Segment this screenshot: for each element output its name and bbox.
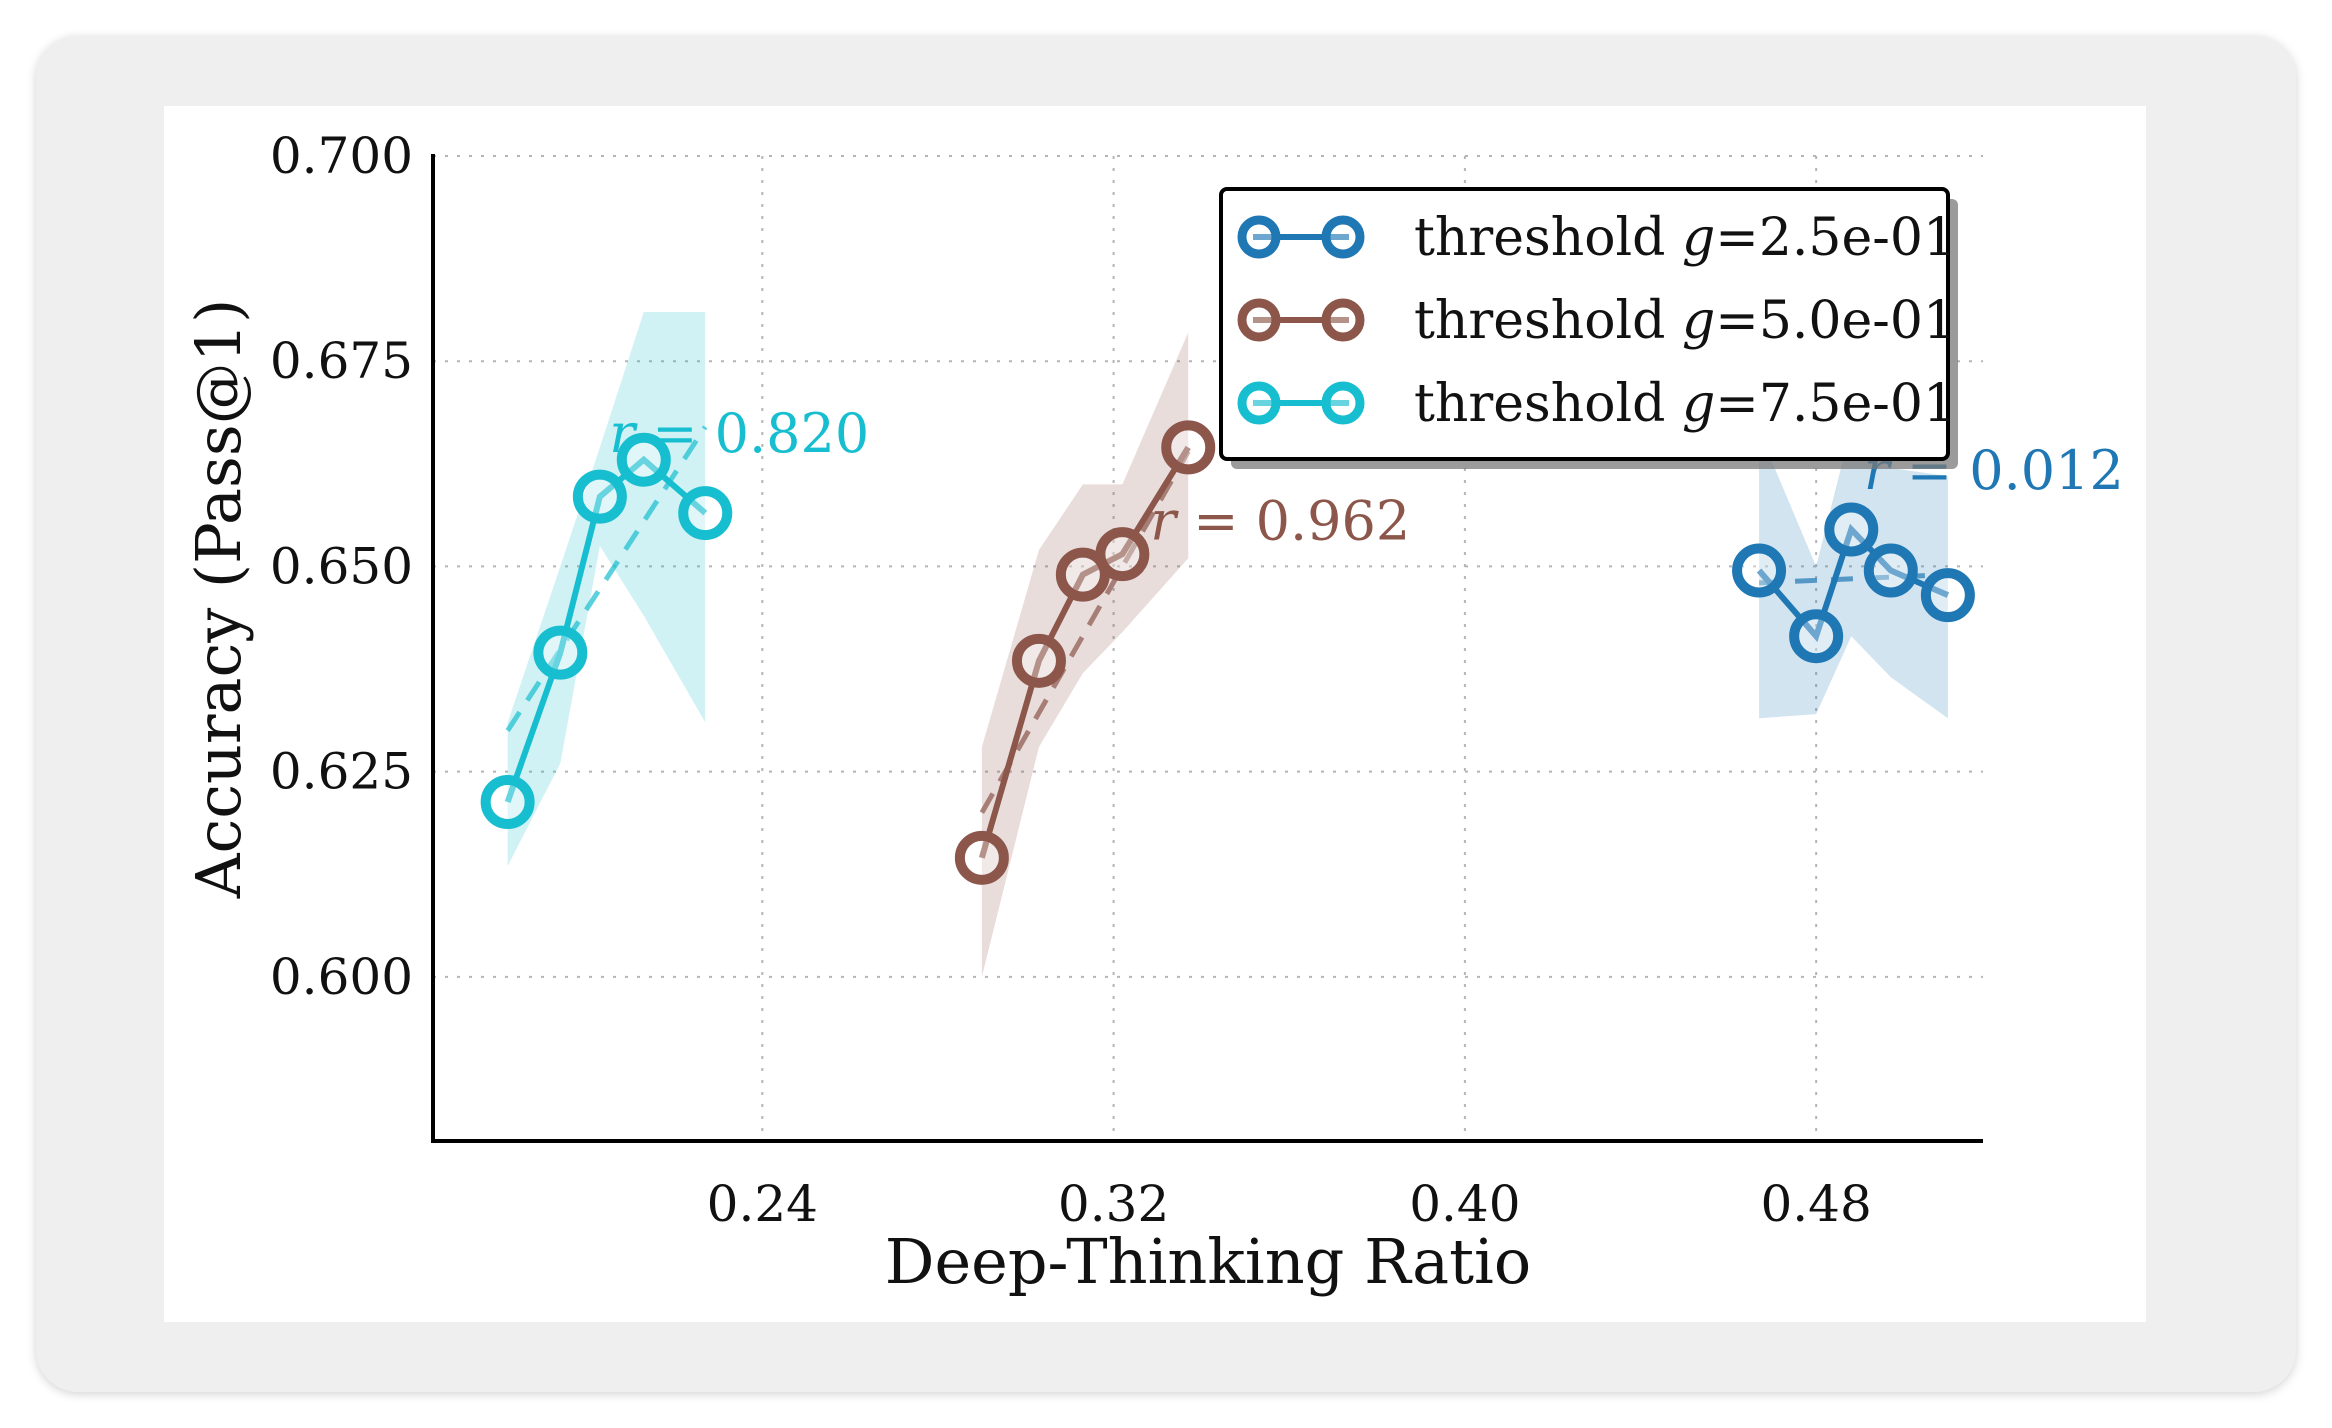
data-point bbox=[1095, 527, 1150, 582]
confidence-band bbox=[507, 311, 706, 867]
legend-label-variable: g bbox=[1682, 291, 1715, 351]
confidence-band bbox=[1759, 426, 1948, 719]
legend-label-variable: g bbox=[1682, 374, 1715, 434]
fit-lines bbox=[505, 425, 1948, 814]
grid-lines bbox=[433, 155, 1983, 1141]
annotation-value: = 0.962 bbox=[1176, 489, 1410, 552]
series-line bbox=[978, 445, 1191, 859]
series-line bbox=[504, 455, 708, 803]
x-tick-label: 0.32 bbox=[1058, 1175, 1169, 1233]
legend-marker bbox=[1321, 298, 1365, 342]
data-point bbox=[1863, 543, 1918, 598]
tick-labels: 0.24 0.32 0.40 0.48 0.600 0.625 0.650 0.675 0.70… bbox=[270, 127, 1872, 1233]
fit-line bbox=[505, 425, 708, 732]
legend-box bbox=[1219, 187, 1950, 461]
data-point bbox=[1824, 502, 1879, 557]
correlation-annotation: r = 0.820 bbox=[609, 402, 869, 465]
y-tick-label: 0.600 bbox=[270, 948, 413, 1006]
annotation-value: = 0.820 bbox=[635, 402, 869, 465]
legend-label: threshold g=7.5e-01 bbox=[1414, 374, 1956, 434]
legend-marker bbox=[1237, 381, 1281, 425]
confidence-bands bbox=[507, 311, 1948, 977]
legend-marker bbox=[1321, 215, 1365, 259]
legend-marker bbox=[1321, 381, 1365, 425]
data-point bbox=[533, 625, 588, 680]
legend-label-value: =5.0e-01 bbox=[1715, 291, 1956, 351]
annotation-variable: r bbox=[609, 402, 638, 465]
series-lines bbox=[480, 420, 1975, 885]
correlation-annotation: r = 0.962 bbox=[1150, 489, 1410, 552]
y-tick-label: 0.675 bbox=[270, 332, 413, 390]
data-point bbox=[616, 432, 671, 487]
x-axis-label: Deep-Thinking Ratio bbox=[885, 1225, 1531, 1298]
data-point bbox=[1011, 633, 1066, 688]
legend-label: threshold g=2.5e-01 bbox=[1414, 208, 1956, 268]
legend-label: threshold g=5.0e-01 bbox=[1414, 291, 1956, 351]
data-point bbox=[1161, 420, 1216, 475]
data-point bbox=[572, 469, 627, 524]
legend-label-value: =7.5e-01 bbox=[1715, 374, 1956, 434]
data-point bbox=[1732, 543, 1787, 598]
y-axis-label: Accuracy (Pass@1) bbox=[182, 299, 255, 900]
y-tick-label: 0.650 bbox=[270, 537, 413, 595]
x-tick-label: 0.48 bbox=[1760, 1175, 1871, 1233]
y-tick-label: 0.700 bbox=[270, 127, 413, 185]
annotation-variable: r bbox=[1150, 489, 1179, 552]
legend-label-prefix: threshold bbox=[1414, 208, 1682, 268]
legend-label-variable: g bbox=[1682, 208, 1715, 268]
x-tick-label: 0.24 bbox=[707, 1175, 818, 1233]
data-point bbox=[1789, 609, 1844, 664]
legend-label-prefix: threshold bbox=[1414, 291, 1682, 351]
data-point bbox=[1920, 568, 1975, 623]
legend-marker bbox=[1237, 215, 1281, 259]
data-point bbox=[480, 774, 535, 829]
y-tick-label: 0.625 bbox=[270, 743, 413, 801]
data-point bbox=[954, 830, 1009, 885]
legend-marker bbox=[1237, 298, 1281, 342]
data-point bbox=[678, 486, 733, 541]
x-tick-label: 0.40 bbox=[1409, 1175, 1520, 1233]
axes bbox=[431, 154, 1983, 1143]
confidence-band bbox=[981, 332, 1189, 977]
legend-label-value: =2.5e-01 bbox=[1715, 208, 1956, 268]
legend-label-prefix: threshold bbox=[1414, 374, 1682, 434]
